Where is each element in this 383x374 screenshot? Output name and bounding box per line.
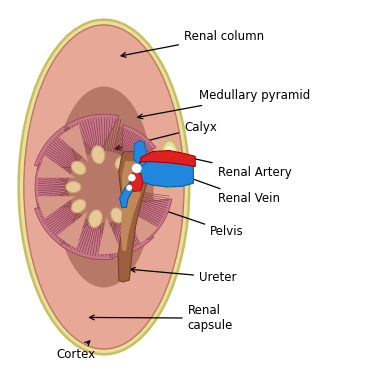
Ellipse shape: [115, 156, 127, 169]
Ellipse shape: [92, 146, 105, 163]
Polygon shape: [59, 125, 88, 162]
Polygon shape: [124, 209, 157, 243]
Text: Pelvis: Pelvis: [143, 203, 244, 238]
Polygon shape: [131, 171, 143, 191]
Polygon shape: [34, 206, 79, 248]
Polygon shape: [38, 156, 75, 178]
Ellipse shape: [111, 208, 123, 223]
Text: Renal Artery: Renal Artery: [188, 156, 291, 179]
Ellipse shape: [24, 25, 184, 349]
Ellipse shape: [54, 86, 154, 288]
Polygon shape: [119, 158, 193, 208]
Ellipse shape: [159, 140, 180, 189]
Ellipse shape: [72, 199, 86, 213]
Polygon shape: [134, 140, 147, 166]
Text: Renal
capsule: Renal capsule: [90, 304, 233, 332]
Text: Cortex: Cortex: [56, 341, 95, 361]
Text: Ureter: Ureter: [131, 267, 236, 283]
Polygon shape: [118, 151, 147, 282]
Polygon shape: [122, 125, 156, 161]
Ellipse shape: [66, 181, 81, 193]
Polygon shape: [98, 217, 121, 254]
Polygon shape: [38, 196, 75, 218]
Ellipse shape: [89, 210, 102, 227]
Polygon shape: [65, 114, 119, 156]
Polygon shape: [35, 163, 72, 211]
Polygon shape: [60, 218, 113, 260]
Ellipse shape: [132, 163, 142, 173]
Polygon shape: [134, 150, 195, 174]
Text: Renal column: Renal column: [121, 30, 264, 57]
Polygon shape: [34, 126, 79, 168]
Ellipse shape: [123, 196, 136, 208]
Polygon shape: [110, 216, 154, 258]
Text: Renal Vein: Renal Vein: [188, 177, 280, 205]
Polygon shape: [57, 212, 87, 248]
Ellipse shape: [128, 174, 136, 181]
Ellipse shape: [126, 185, 132, 191]
Ellipse shape: [72, 161, 86, 175]
Ellipse shape: [162, 146, 177, 183]
Polygon shape: [121, 161, 141, 251]
Polygon shape: [131, 199, 172, 240]
Text: Medullary pyramid: Medullary pyramid: [138, 89, 310, 119]
Text: Calyx: Calyx: [115, 121, 217, 150]
Ellipse shape: [19, 20, 189, 354]
